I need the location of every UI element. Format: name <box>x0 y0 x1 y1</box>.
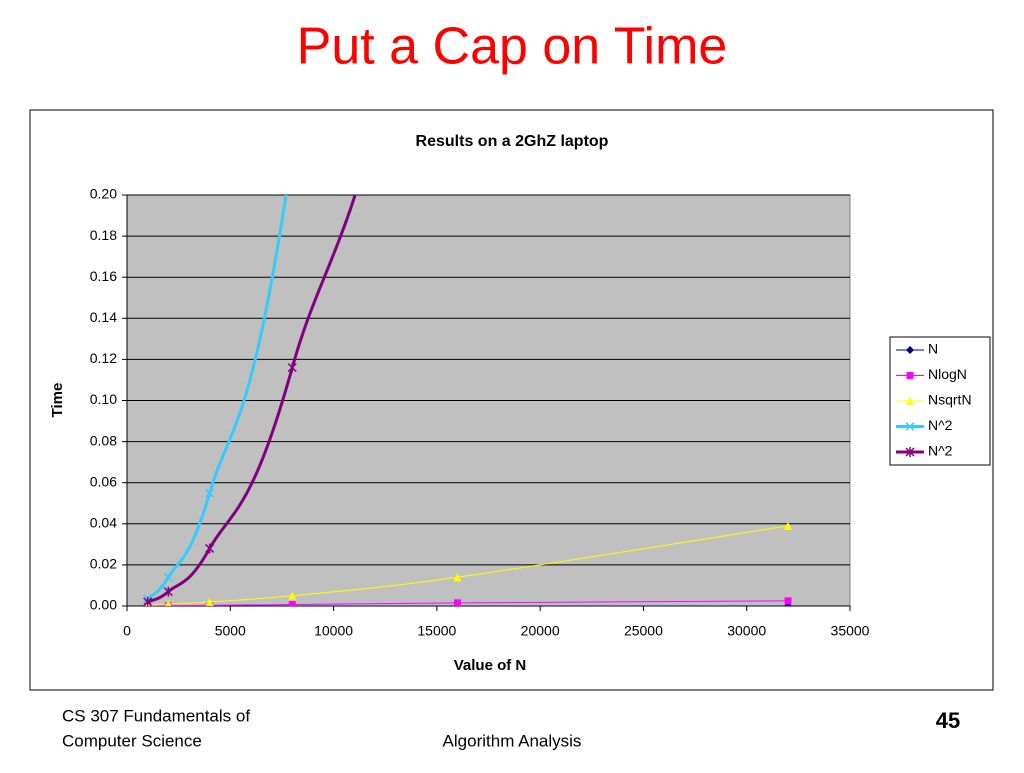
marker <box>453 573 462 582</box>
marker <box>454 599 462 606</box>
series-line <box>146 195 288 600</box>
x-tick-label: 5000 <box>215 623 246 639</box>
y-tick-label: 0.14 <box>90 309 117 325</box>
marker <box>205 488 215 498</box>
legend-label: NlogN <box>928 366 967 382</box>
marker <box>165 599 172 606</box>
footer-course: CS 307 Fundamentals of <box>62 706 250 725</box>
marker <box>905 447 915 457</box>
y-tick-label: 0.00 <box>90 597 117 613</box>
x-tick-label: 30000 <box>727 623 766 639</box>
legend-label: N^2 <box>928 417 953 433</box>
footer-center: Algorithm Analysis <box>443 731 582 750</box>
footer-course: Computer Science <box>62 731 202 750</box>
y-tick-label: 0.20 <box>90 186 117 202</box>
y-tick-label: 0.06 <box>90 473 117 489</box>
marker <box>287 362 297 373</box>
marker <box>906 372 914 379</box>
y-axis-title: Time <box>49 383 66 418</box>
x-tick-label: 35000 <box>831 623 870 639</box>
slide-title: Put a Cap on Time <box>297 18 728 76</box>
x-tick-label: 20000 <box>521 623 560 639</box>
x-axis-title: Value of N <box>454 657 527 674</box>
legend-label: N <box>928 341 938 357</box>
y-tick-label: 0.02 <box>90 556 117 572</box>
chart-title: Results on a 2GhZ laptop <box>416 133 609 150</box>
legend-label: NsqrtN <box>928 392 972 408</box>
x-tick-label: 25000 <box>624 623 663 639</box>
marker <box>906 346 914 354</box>
marker <box>906 397 914 405</box>
y-tick-label: 0.12 <box>90 350 117 366</box>
plot-clip <box>143 195 793 606</box>
y-tick-label: 0.08 <box>90 432 117 448</box>
marker <box>143 596 153 606</box>
marker <box>784 521 793 530</box>
x-tick-label: 15000 <box>417 623 456 639</box>
marker <box>205 597 214 606</box>
marker <box>288 601 296 606</box>
marker <box>205 543 215 554</box>
y-tick-label: 0.16 <box>90 268 117 284</box>
x-tick-label: 0 <box>123 623 131 639</box>
marker <box>784 597 792 605</box>
y-tick-label: 0.18 <box>90 227 117 243</box>
legend-label: N^2 <box>928 443 953 459</box>
y-tick-label: 0.04 <box>90 515 117 531</box>
page-number: 45 <box>936 708 960 733</box>
marker <box>905 421 915 432</box>
marker <box>163 572 173 582</box>
y-tick-label: 0.10 <box>90 391 117 407</box>
marker <box>288 591 297 600</box>
x-tick-label: 10000 <box>314 623 353 639</box>
marker <box>163 586 173 597</box>
